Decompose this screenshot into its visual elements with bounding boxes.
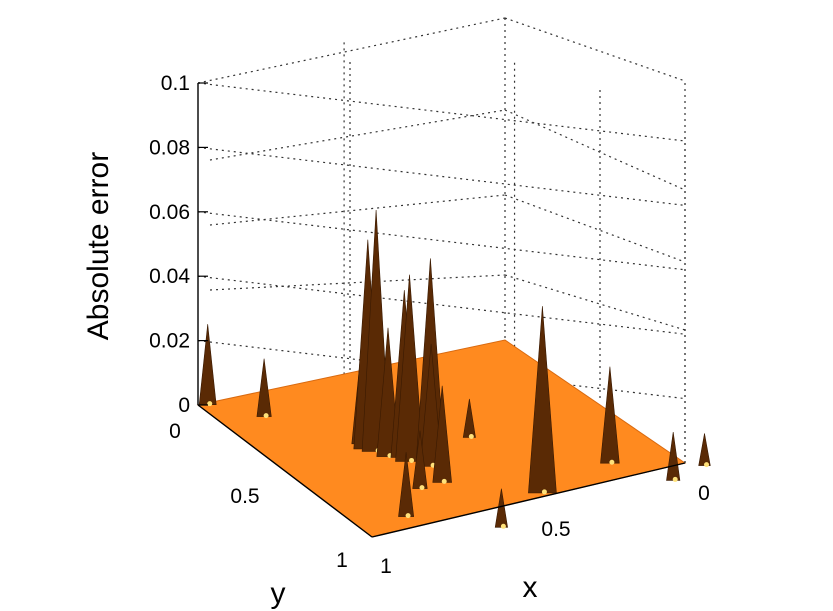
x-axis-ticks: 10.50: [380, 482, 710, 578]
x-axis-label: x: [523, 571, 538, 604]
z-tick-label-2: 0.04: [149, 265, 190, 288]
y-axis-label: y: [271, 577, 286, 610]
peak-highlight-15: [609, 459, 615, 465]
peak-highlight-19: [704, 462, 710, 468]
x-tick-label-0: 1: [380, 555, 392, 578]
z-tick-label-5: 0.1: [161, 72, 190, 95]
y-tick-label-0: 0: [169, 420, 181, 443]
z-tick-label-1: 0.02: [149, 330, 190, 353]
gridline-wall-5: [209, 274, 506, 291]
z-axis-label: Absolute error: [82, 152, 115, 340]
peak-highlight-2: [468, 433, 474, 439]
y-axis-line: [197, 404, 373, 538]
peak-highlight-12: [441, 478, 447, 484]
peak-highlight-1: [263, 413, 269, 419]
axis-frame: [197, 83, 686, 538]
peak-layer: [198, 209, 711, 529]
gridline-z-5: [197, 82, 686, 142]
gridline-z-1: [197, 340, 686, 400]
gridline-wall-4: [504, 194, 686, 263]
peak-0: [198, 324, 217, 406]
peak-highlight-13: [419, 485, 425, 491]
y-axis-ticks: 00.51: [169, 420, 348, 572]
gridline-z-2: [197, 275, 686, 335]
z-tick-label-3: 0.06: [149, 201, 190, 224]
gridline-wall-2: [504, 109, 686, 191]
x-tick-label-1: 0.5: [541, 518, 570, 541]
peak-highlight-9: [409, 457, 415, 463]
y-tick-label-2: 1: [336, 549, 348, 572]
gridline-top-right: [504, 17, 686, 82]
gridline-z-3: [197, 211, 686, 271]
y-tick-label-1: 0.5: [230, 485, 259, 508]
x-axis-line: [371, 462, 686, 538]
peak-highlight-0: [207, 401, 213, 407]
gridline-wall-3: [209, 194, 506, 226]
peak-highlight-16: [672, 476, 678, 482]
gridline-z-4: [197, 146, 686, 206]
z-tick-label-0: 0: [178, 394, 190, 417]
peak-1: [256, 358, 272, 417]
peak-highlight-14: [541, 489, 547, 495]
z-axis-ticks: 0 0.02 0.04 0.06 0.08 0.1: [149, 72, 208, 417]
peak-highlight-17: [405, 513, 411, 519]
peak-highlight-18: [500, 523, 506, 529]
x-tick-label-2: 0: [698, 482, 710, 505]
gridline-wall-1: [209, 109, 506, 161]
gridline-wall-6: [504, 274, 686, 331]
peak-19: [698, 433, 711, 466]
z-tick-label-4: 0.08: [149, 136, 190, 159]
gridline-top-left: [197, 17, 506, 84]
